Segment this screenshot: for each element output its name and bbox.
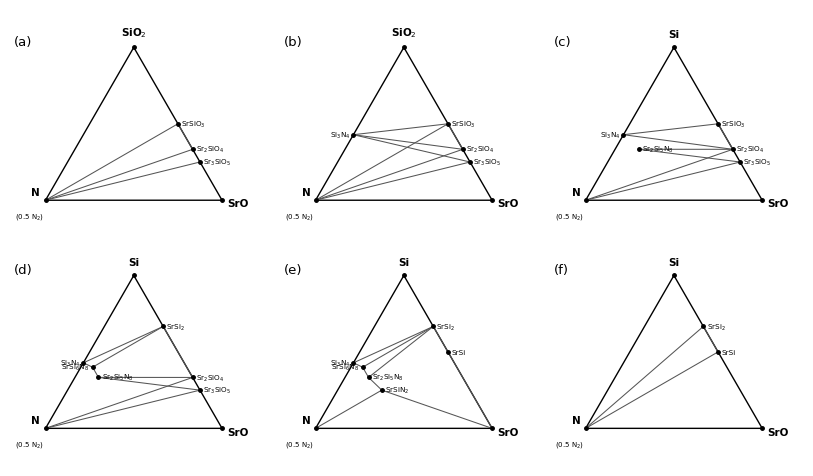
Text: Si: Si	[668, 30, 680, 40]
Text: (f): (f)	[554, 264, 569, 277]
Text: SrSi: SrSi	[451, 349, 465, 355]
Text: SrO: SrO	[228, 426, 249, 436]
Text: N: N	[572, 415, 580, 425]
Text: SrO: SrO	[498, 199, 519, 209]
Text: SrO: SrO	[767, 426, 789, 436]
Text: Sr$_{2}$SiO$_{4}$: Sr$_{2}$SiO$_{4}$	[196, 373, 224, 383]
Text: (a): (a)	[14, 36, 33, 49]
Text: SrO: SrO	[228, 199, 249, 209]
Text: SiO$_2$: SiO$_2$	[121, 26, 146, 40]
Text: (0.5 N$_2$): (0.5 N$_2$)	[15, 439, 44, 449]
Text: Sr$_{2}$SiO$_{4}$: Sr$_{2}$SiO$_{4}$	[466, 145, 494, 155]
Text: SrSiO$_{3}$: SrSiO$_{3}$	[451, 119, 476, 129]
Text: SrSi$_{6}$N$_{8}$: SrSi$_{6}$N$_{8}$	[332, 362, 359, 373]
Text: Sr$_{2}$Si$_{5}$N$_{8}$: Sr$_{2}$Si$_{5}$N$_{8}$	[102, 373, 133, 383]
Text: (0.5 N$_2$): (0.5 N$_2$)	[555, 439, 584, 449]
Text: (e): (e)	[284, 264, 302, 277]
Text: SrSi$_{2}$: SrSi$_{2}$	[437, 322, 455, 332]
Text: Sr$_{3}$SiO$_{5}$: Sr$_{3}$SiO$_{5}$	[203, 385, 232, 396]
Text: SrSi$_{2}$: SrSi$_{2}$	[706, 322, 725, 332]
Text: SrSiN$_{2}$: SrSiN$_{2}$	[385, 385, 409, 396]
Text: SiO$_2$: SiO$_2$	[391, 26, 417, 40]
Text: (b): (b)	[284, 36, 302, 49]
Text: SrSiO$_{3}$: SrSiO$_{3}$	[181, 119, 206, 129]
Text: Sr$_{2}$SiO$_{4}$: Sr$_{2}$SiO$_{4}$	[196, 145, 224, 155]
Text: Si: Si	[668, 257, 680, 267]
Text: N: N	[572, 187, 580, 197]
Text: Sr$_{2}$SiO$_{4}$: Sr$_{2}$SiO$_{4}$	[736, 145, 764, 155]
Text: SrSi$_{6}$N$_{8}$: SrSi$_{6}$N$_{8}$	[61, 362, 89, 373]
Text: SrSi$_{2}$: SrSi$_{2}$	[167, 322, 185, 332]
Text: Sr$_{3}$SiO$_{5}$: Sr$_{3}$SiO$_{5}$	[203, 158, 232, 168]
Text: (0.5 N$_2$): (0.5 N$_2$)	[15, 211, 44, 221]
Text: Sr$_{2}$Si$_{5}$N$_{8}$: Sr$_{2}$Si$_{5}$N$_{8}$	[372, 373, 403, 383]
Text: SrO: SrO	[498, 426, 519, 436]
Text: Si$_{3}$N$_{4}$: Si$_{3}$N$_{4}$	[600, 130, 620, 140]
Text: N: N	[32, 187, 40, 197]
Text: Sr$_{3}$SiO$_{5}$: Sr$_{3}$SiO$_{5}$	[473, 158, 502, 168]
Text: Sr$_{2}$Si$_{5}$N$_{8}$: Sr$_{2}$Si$_{5}$N$_{8}$	[641, 145, 673, 155]
Text: (c): (c)	[554, 36, 572, 49]
Text: Sr$_{3}$SiO$_{5}$: Sr$_{3}$SiO$_{5}$	[743, 158, 772, 168]
Text: SrO: SrO	[767, 199, 789, 209]
Text: (0.5 N$_2$): (0.5 N$_2$)	[285, 439, 314, 449]
Text: SrSiO$_{3}$: SrSiO$_{3}$	[721, 119, 746, 129]
Text: SrSi: SrSi	[721, 349, 736, 355]
Text: Si$_{3}$N$_{4}$: Si$_{3}$N$_{4}$	[59, 358, 80, 368]
Text: (d): (d)	[14, 264, 33, 277]
Text: (0.5 N$_2$): (0.5 N$_2$)	[285, 211, 314, 221]
Text: N: N	[302, 187, 311, 197]
Text: Si: Si	[128, 257, 139, 267]
Text: (0.5 N$_2$): (0.5 N$_2$)	[555, 211, 584, 221]
Text: Si$_{3}$N$_{4}$: Si$_{3}$N$_{4}$	[330, 358, 350, 368]
Text: N: N	[32, 415, 40, 425]
Text: Si$_{3}$N$_{4}$: Si$_{3}$N$_{4}$	[330, 130, 350, 140]
Text: N: N	[302, 415, 311, 425]
Text: Si: Si	[398, 257, 410, 267]
